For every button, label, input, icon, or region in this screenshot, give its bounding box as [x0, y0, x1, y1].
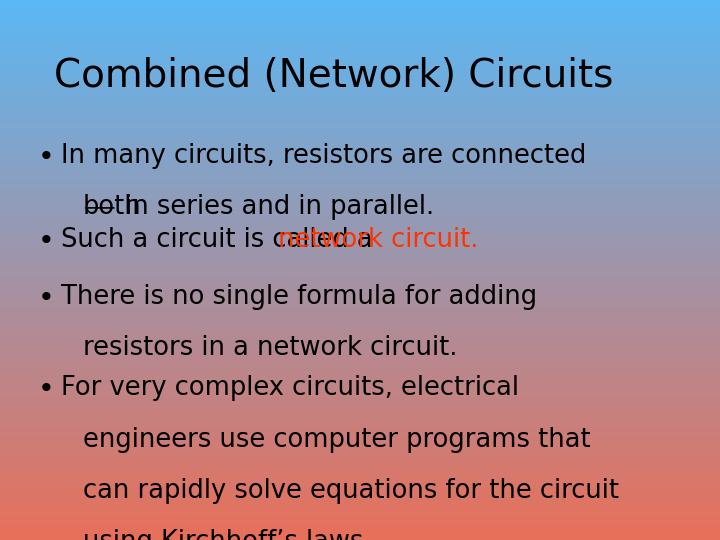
- Text: In many circuits, resistors are connected: In many circuits, resistors are connecte…: [61, 143, 587, 169]
- Text: •: •: [37, 143, 54, 171]
- Text: Combined (Network) Circuits: Combined (Network) Circuits: [54, 57, 613, 94]
- Text: using Kirchhoff’s laws.: using Kirchhoff’s laws.: [83, 529, 372, 540]
- Text: engineers use computer programs that: engineers use computer programs that: [83, 427, 590, 453]
- Text: There is no single formula for adding: There is no single formula for adding: [61, 284, 537, 309]
- Text: resistors in a network circuit.: resistors in a network circuit.: [83, 335, 457, 361]
- Text: For very complex circuits, electrical: For very complex circuits, electrical: [61, 375, 519, 401]
- Text: •: •: [37, 284, 54, 312]
- Text: network circuit.: network circuit.: [278, 227, 478, 253]
- Text: can rapidly solve equations for the circuit: can rapidly solve equations for the circ…: [83, 478, 618, 504]
- Text: •: •: [37, 227, 54, 255]
- Text: both: both: [83, 194, 142, 220]
- Text: Such a circuit is called a: Such a circuit is called a: [61, 227, 381, 253]
- Text: •: •: [37, 375, 54, 403]
- Text: in series and in parallel.: in series and in parallel.: [117, 194, 434, 220]
